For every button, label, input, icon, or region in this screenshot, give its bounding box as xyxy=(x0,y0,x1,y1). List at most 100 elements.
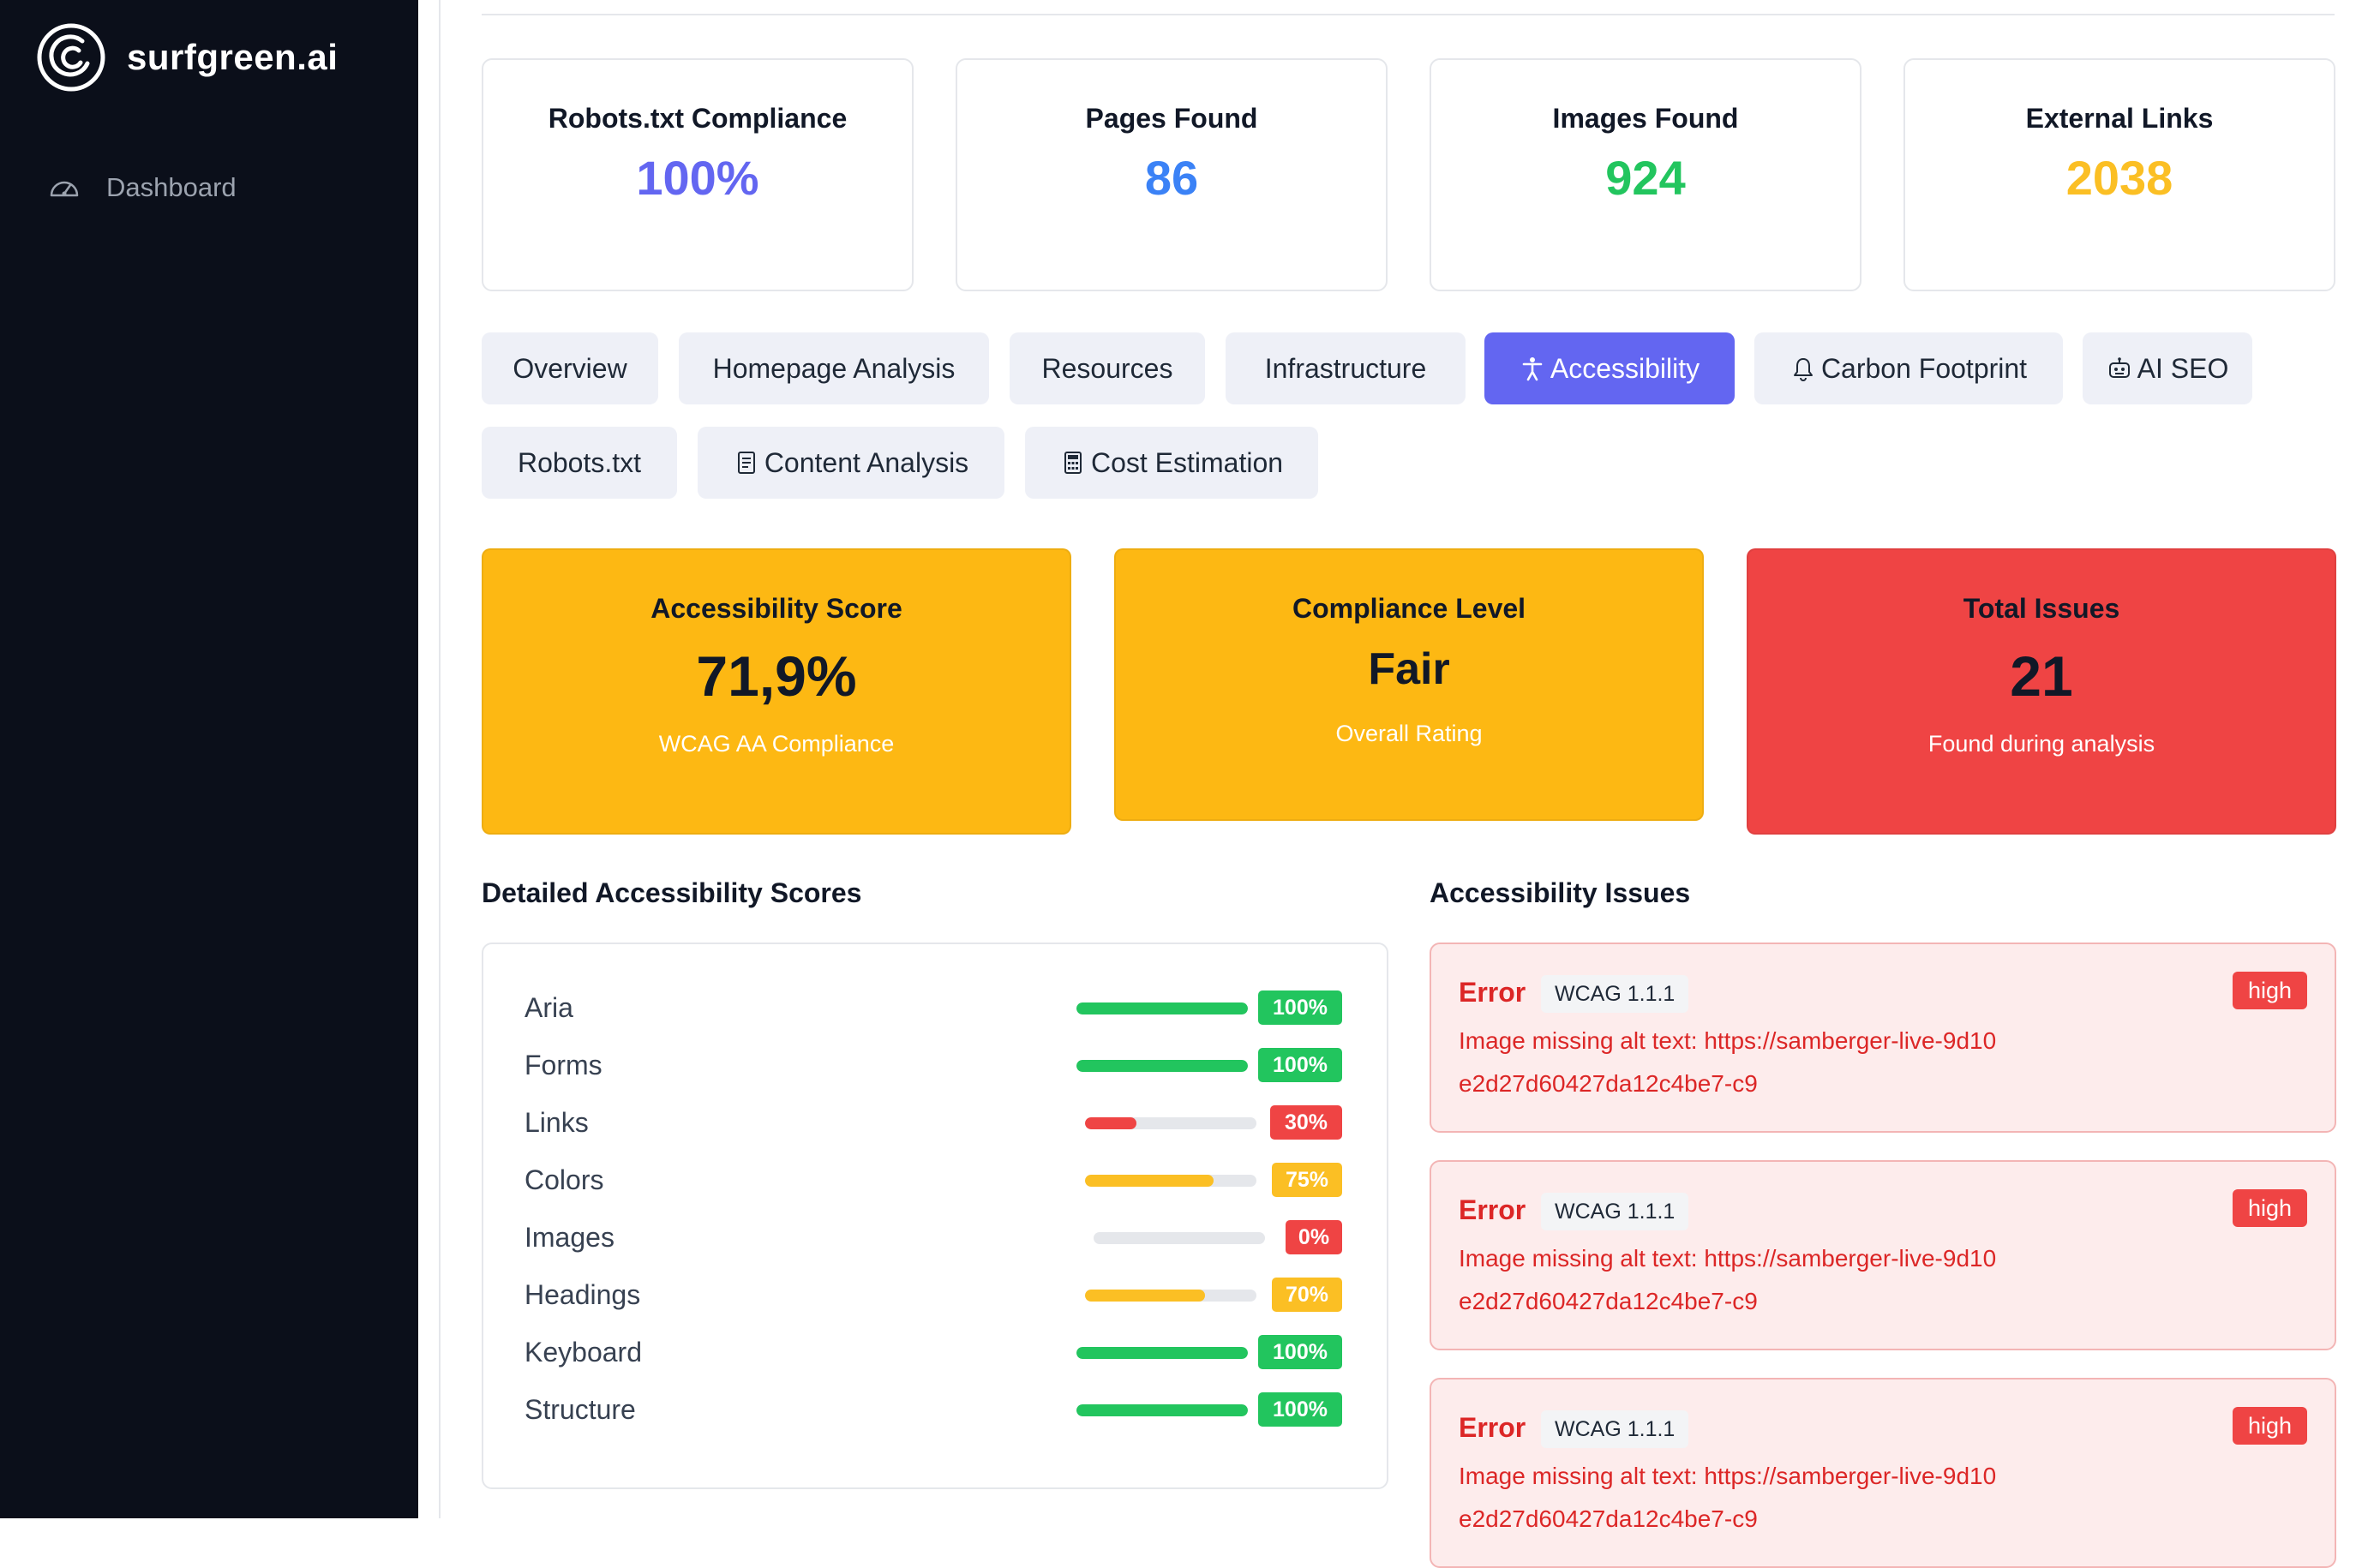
score-row-images: Images 0% xyxy=(483,1217,1387,1260)
wcag-badge: WCAG 1.1.1 xyxy=(1541,1193,1689,1230)
issue-card[interactable]: Error WCAG 1.1.1 high Image missing alt … xyxy=(1430,943,2336,1133)
card-subtitle: Found during analysis xyxy=(1927,731,2155,757)
score-bar xyxy=(1094,1232,1265,1244)
card-title: Compliance Level xyxy=(1292,593,1526,624)
score-bar-fill xyxy=(1076,1060,1248,1072)
severity-badge: high xyxy=(2232,1407,2307,1445)
main-content: Robots.txt Compliance 100% Pages Found 8… xyxy=(418,0,2374,1568)
sidebar-item-dashboard[interactable]: Dashboard xyxy=(48,171,237,204)
score-bar xyxy=(1085,1290,1256,1302)
stat-card-images: Images Found 924 xyxy=(1430,58,1861,291)
score-name: Aria xyxy=(525,992,573,1023)
issue-type: Error xyxy=(1459,977,1526,1008)
tab-overview[interactable]: Overview xyxy=(482,332,658,404)
tab-carbon-footprint[interactable]: Carbon Footprint xyxy=(1754,332,2063,404)
score-bar xyxy=(1076,1060,1248,1072)
score-bar-fill xyxy=(1076,1404,1248,1416)
score-row-colors: Colors 75% xyxy=(483,1159,1387,1202)
stat-card-pages: Pages Found 86 xyxy=(956,58,1388,291)
stat-value: 100% xyxy=(636,151,759,205)
score-row-aria: Aria 100% xyxy=(483,987,1387,1030)
brand[interactable]: surfgreen.ai xyxy=(36,22,338,93)
tab-label: Carbon Footprint xyxy=(1820,352,2028,384)
tab-homepage-analysis[interactable]: Homepage Analysis xyxy=(679,332,989,404)
issue-message: Image missing alt text: https://samberge… xyxy=(1459,1245,1997,1314)
compliance-level-card: Compliance Level Fair Overall Rating xyxy=(1114,548,1704,821)
score-bar xyxy=(1085,1175,1256,1187)
stat-card-external-links: External Links 2038 xyxy=(1903,58,2335,291)
issues-title: Accessibility Issues xyxy=(1430,877,1691,908)
score-row-structure: Structure 100% xyxy=(483,1389,1387,1432)
document-icon xyxy=(737,452,755,474)
content-border xyxy=(439,0,441,1518)
stat-value: 86 xyxy=(1144,151,1199,205)
sidebar-item-label: Dashboard xyxy=(106,172,237,202)
card-title: Total Issues xyxy=(1963,593,2120,624)
tab-robots-txt[interactable]: Robots.txt xyxy=(482,427,677,499)
tab-label: Infrastructure xyxy=(1264,352,1427,384)
issue-card[interactable]: Error WCAG 1.1.1 high Image missing alt … xyxy=(1430,1160,2336,1350)
score-percent-badge: 0% xyxy=(1286,1220,1342,1254)
sidebar: surfgreen.ai Dashboard xyxy=(0,0,418,1518)
card-title: Accessibility Score xyxy=(650,593,902,624)
score-percent-badge: 100% xyxy=(1258,1335,1342,1369)
score-bar xyxy=(1076,1347,1248,1359)
tab-label: Overview xyxy=(513,352,627,384)
stat-title: Images Found xyxy=(1552,103,1739,134)
card-value: 71,9% xyxy=(696,644,857,708)
detailed-scores-panel: Aria 100% Forms 100% Links 30% Colors 75… xyxy=(482,943,1388,1489)
bell-icon xyxy=(1793,358,1813,381)
tab-accessibility[interactable]: Accessibility xyxy=(1484,332,1735,404)
wcag-badge: WCAG 1.1.1 xyxy=(1541,1410,1689,1448)
score-row-forms: Forms 100% xyxy=(483,1044,1387,1087)
card-subtitle: Overall Rating xyxy=(1335,721,1483,746)
tab-label: Resources xyxy=(1041,352,1173,384)
detailed-scores-title: Detailed Accessibility Scores xyxy=(482,877,862,908)
brand-name: surfgreen.ai xyxy=(127,37,339,77)
score-bar xyxy=(1085,1117,1256,1129)
score-name: Keyboard xyxy=(525,1337,642,1368)
tab-label: Accessibility xyxy=(1550,352,1700,384)
accessibility-icon xyxy=(1522,357,1543,381)
stat-value: 924 xyxy=(1605,151,1686,205)
score-name: Structure xyxy=(525,1394,636,1425)
robot-icon xyxy=(2108,357,2130,378)
score-bar-fill xyxy=(1076,1347,1248,1359)
severity-badge: high xyxy=(2232,1189,2307,1227)
top-divider xyxy=(482,14,2335,15)
stat-value: 2038 xyxy=(2065,151,2173,205)
tab-label: Cost Estimation xyxy=(1090,446,1284,478)
gauge-icon xyxy=(50,181,79,197)
card-value: Fair xyxy=(1368,644,1450,694)
card-subtitle: WCAG AA Compliance xyxy=(658,731,895,757)
issue-type: Error xyxy=(1459,1194,1526,1225)
issue-card[interactable]: Error WCAG 1.1.1 high Image missing alt … xyxy=(1430,1378,2336,1568)
score-percent-badge: 75% xyxy=(1272,1163,1342,1197)
tab-label: Homepage Analysis xyxy=(712,352,956,384)
score-name: Forms xyxy=(525,1050,602,1080)
stat-title: External Links xyxy=(2025,103,2214,134)
calculator-icon xyxy=(1064,452,1082,474)
score-name: Colors xyxy=(525,1164,604,1195)
score-percent-badge: 100% xyxy=(1258,1392,1342,1427)
tab-label: AI SEO xyxy=(2137,352,2229,384)
score-bar-fill xyxy=(1076,1002,1248,1014)
stat-title: Robots.txt Compliance xyxy=(548,103,848,134)
stat-title: Pages Found xyxy=(1085,103,1258,134)
accessibility-score-card: Accessibility Score 71,9% WCAG AA Compli… xyxy=(482,548,1071,835)
tab-ai-seo[interactable]: AI SEO xyxy=(2083,332,2252,404)
score-name: Headings xyxy=(525,1279,641,1310)
score-name: Images xyxy=(525,1222,614,1253)
issue-message: Image missing alt text: https://samberge… xyxy=(1459,1463,1997,1532)
surfgreen-logo-icon xyxy=(37,23,105,92)
score-bar-fill xyxy=(1085,1117,1136,1129)
tab-label: Content Analysis xyxy=(764,446,969,478)
score-percent-badge: 30% xyxy=(1270,1105,1342,1140)
tab-infrastructure[interactable]: Infrastructure xyxy=(1226,332,1466,404)
tab-cost-estimation[interactable]: Cost Estimation xyxy=(1025,427,1318,499)
score-bar xyxy=(1076,1404,1248,1416)
tab-resources[interactable]: Resources xyxy=(1010,332,1205,404)
tab-content-analysis[interactable]: Content Analysis xyxy=(698,427,1004,499)
score-name: Links xyxy=(525,1107,589,1138)
total-issues-card: Total Issues 21 Found during analysis xyxy=(1747,548,2336,835)
